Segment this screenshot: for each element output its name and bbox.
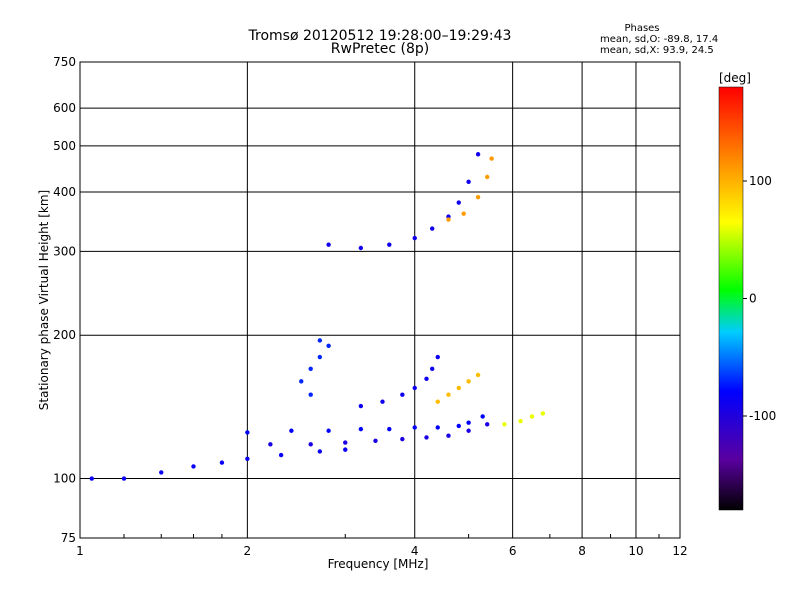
data-point [358,426,364,432]
data-point [489,156,494,161]
data-point [424,435,429,440]
data-point [159,470,164,475]
data-point [502,422,507,427]
chart-subtitle: RwPretec (8p) [331,41,429,57]
data-point [480,414,485,419]
data-point [326,428,331,433]
data-point [400,436,405,442]
data-point [317,449,323,454]
data-point [278,452,284,458]
data-point [475,152,481,157]
phases-legend: Phases mean, sd,O: -89.8, 17.4 mean, sd,… [600,23,718,56]
data-point [529,414,535,419]
data-point [435,354,440,360]
data-point [299,379,304,384]
y-tick-label: 100 [53,472,76,486]
data-point [245,430,250,435]
y-axis-label: Stationary phase Virtual Height [km] [37,190,51,410]
data-point [466,379,471,384]
data-point [412,425,417,430]
data-point [466,179,471,185]
data-point [308,366,313,372]
colorbar-tick-label: 100 [749,174,772,188]
data-point [308,392,313,397]
x-tick-label: 1 [76,544,84,558]
y-tick-label: 400 [53,185,76,199]
x-tick-label: 2 [244,544,252,558]
data-point [475,372,481,378]
data-point [317,354,323,360]
data-point [373,438,378,444]
data-point [466,428,471,433]
data-point [424,376,429,381]
data-point [380,399,385,404]
data-point [89,476,94,481]
data-point [446,217,451,222]
data-point [412,385,417,391]
x-axis-label: Frequency [MHz] [328,557,429,571]
chart-title: Tromsø 20120512 19:28:00–19:29:43 [248,28,512,44]
data-point [326,242,331,247]
y-tick-label: 300 [53,244,76,258]
data-point [475,194,481,200]
y-tick-label: 75 [61,531,76,545]
data-point [191,464,196,469]
data-point [358,245,364,251]
phases-x-stats: mean, sd,X: 93.9, 24.5 [600,45,714,56]
data-point [456,200,461,205]
data-point [308,442,313,447]
colorbar-tick-label: -100 [749,409,776,423]
grid [79,61,681,539]
data-point [429,366,435,372]
data-point [219,460,225,465]
y-tick-label: 200 [53,328,76,342]
colorbar-gradient [718,86,744,511]
colorbar: [deg] -100 0 100 [718,71,776,511]
data-point [466,420,471,425]
data-point [245,456,250,462]
data-point [121,476,127,481]
colorbar-ticks: -100 0 100 [743,174,776,423]
data-point [343,440,348,445]
data-point [326,343,331,349]
data-point [435,425,440,430]
data-point [429,226,435,231]
data-point [387,426,392,432]
x-tick-label: 4 [411,544,419,558]
data-point [343,447,348,452]
data-point [456,385,461,391]
data-point [484,422,490,427]
plot-frame [79,61,681,539]
colorbar-tick-label: 0 [749,292,757,306]
data-points [89,152,546,481]
y-tick-label: 500 [53,139,76,153]
y-tick-label: 600 [53,101,76,115]
x-tick-label: 12 [672,544,687,558]
data-point [358,403,364,409]
data-point [484,174,490,180]
data-point [435,399,440,404]
colorbar-label: [deg] [719,71,751,85]
data-point [268,442,273,447]
data-point [387,242,392,247]
phases-o-stats: mean, sd,O: -89.8, 17.4 [600,34,718,45]
data-point [412,235,417,241]
data-point [461,211,466,216]
data-point [289,428,294,433]
phases-heading: Phases [624,23,659,34]
x-tick-label: 6 [509,544,517,558]
data-point [540,411,546,416]
data-point [456,423,461,429]
x-tick-label: 10 [628,544,643,558]
data-point [518,418,523,424]
data-point [400,392,405,397]
data-point [446,433,451,438]
y-tick-label: 750 [53,55,76,69]
data-point [317,338,323,343]
data-point [446,392,451,397]
x-tick-label: 8 [578,544,586,558]
